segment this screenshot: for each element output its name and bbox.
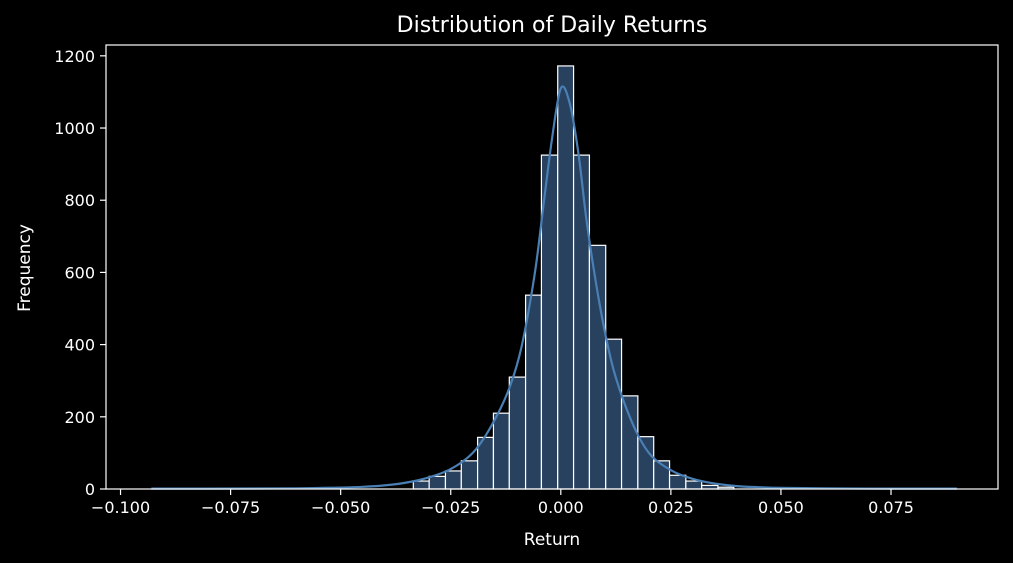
- y-axis-ticks: 0 200 400 600 800 1000 1200: [54, 47, 106, 499]
- x-tick-label-5: 0.025: [648, 498, 694, 517]
- plot-frame: [105, 44, 999, 490]
- x-tick-label-3: −0.025: [421, 498, 480, 517]
- histogram-bar-10: [572, 154, 591, 490]
- y-tick-label-3: 600: [64, 263, 95, 282]
- x-tick-label-7: 0.075: [868, 498, 914, 517]
- x-tick-label-4: 0.000: [538, 498, 584, 517]
- histogram-bar-17: [685, 480, 703, 490]
- histogram-bar-2: [444, 470, 462, 490]
- histogram-bar-5: [492, 412, 510, 490]
- histogram-bar-14: [637, 436, 655, 490]
- x-axis-label: Return: [524, 530, 580, 550]
- histogram-bar-0: [412, 480, 430, 490]
- histogram-bar-1: [428, 475, 447, 490]
- y-tick-label-0: 0: [85, 480, 95, 499]
- x-tick-label-2: −0.050: [311, 498, 370, 517]
- y-tick-label-4: 800: [64, 191, 95, 210]
- y-axis-label: Frequency: [15, 224, 35, 312]
- kde-curve: [151, 85, 958, 490]
- y-tick-label-1: 200: [64, 408, 95, 427]
- histogram-bar-7: [524, 294, 543, 490]
- chart-title: Distribution of Daily Returns: [397, 13, 708, 38]
- y-tick-label-2: 400: [64, 336, 95, 355]
- histogram-bars: [412, 65, 735, 490]
- histogram-bar-13: [620, 395, 639, 490]
- x-tick-label-0: −0.100: [91, 498, 150, 517]
- histogram-bar-11: [588, 244, 607, 490]
- x-axis-ticks: −0.100 −0.075 −0.050 −0.025 0.000 0.025 0.050 0…: [91, 489, 914, 517]
- histogram-bar-12: [605, 338, 623, 490]
- y-tick-label-6: 1200: [54, 47, 95, 66]
- y-tick-label-5: 1000: [54, 119, 95, 138]
- histogram-bar-16: [668, 474, 687, 490]
- x-tick-label-1: −0.075: [201, 498, 260, 517]
- histogram-bar-3: [460, 460, 479, 490]
- histogram-bar-6: [508, 376, 527, 490]
- histogram-bar-9: [557, 65, 575, 490]
- x-tick-label-6: 0.050: [758, 498, 804, 517]
